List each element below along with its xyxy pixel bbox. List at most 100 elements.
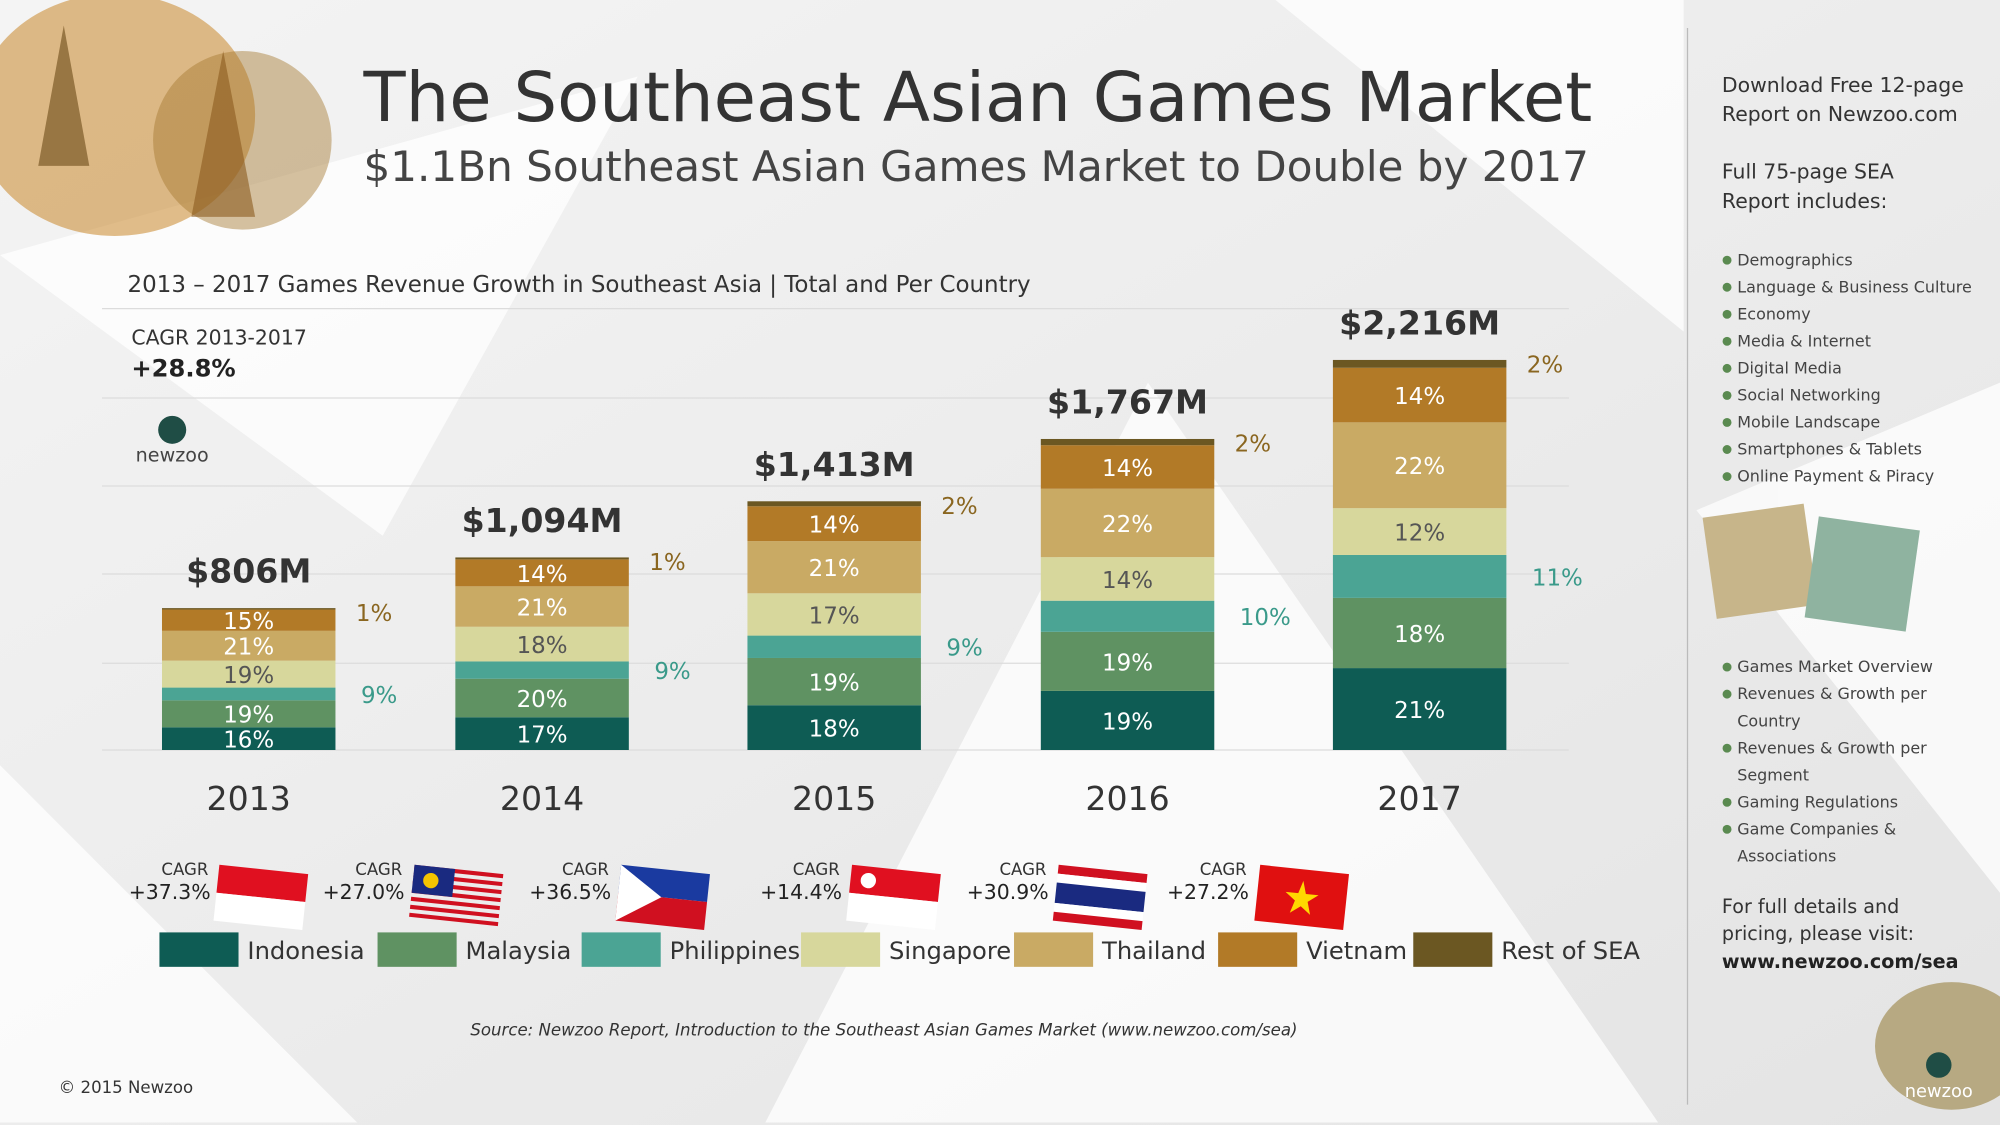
flag <box>409 864 504 927</box>
legend-label: Indonesia <box>247 937 364 965</box>
data-label: 22% <box>1394 454 1445 480</box>
bar-segment <box>1332 668 1507 750</box>
cagr-total: +28.8% <box>131 354 235 382</box>
bar-segment <box>747 506 921 542</box>
data-label: 2% <box>941 494 977 520</box>
total-label: $1,094M <box>462 501 623 540</box>
sidebar-item: Media & Internet <box>1737 331 1871 350</box>
bar-segment <box>1332 422 1507 509</box>
cagr-word: CAGR <box>793 860 840 879</box>
data-label: 19% <box>809 671 860 697</box>
bar-segment <box>161 700 336 728</box>
bullet <box>1722 417 1732 427</box>
bar-segment <box>455 626 629 662</box>
sidebar-item: Country <box>1737 711 1800 730</box>
data-label: 10% <box>1240 605 1291 631</box>
total-label: $2,216M <box>1339 303 1500 342</box>
sidebar-item: Game Companies & <box>1737 819 1896 838</box>
bullet <box>1722 445 1732 454</box>
bar-segment <box>455 559 629 587</box>
copyright: © 2015 Newzoo <box>59 1078 193 1097</box>
bar-segment <box>1332 508 1507 555</box>
flag <box>846 864 941 930</box>
bar-segment <box>161 727 336 750</box>
flag <box>1052 864 1148 930</box>
bar-segment <box>455 678 629 718</box>
legend-label: Thailand <box>1101 937 1206 965</box>
sidebar-item: Digital Media <box>1737 358 1842 377</box>
legend-swatch <box>377 932 457 967</box>
flag-part <box>1054 882 1146 913</box>
bar-segment <box>161 660 336 688</box>
flag-part <box>1057 864 1148 884</box>
sidebar-item: Demographics <box>1737 250 1853 269</box>
data-label: 21% <box>1394 698 1445 724</box>
data-label: 18% <box>809 717 860 743</box>
flag-part <box>1056 873 1147 892</box>
bar-segment <box>1040 445 1215 489</box>
data-label: 14% <box>1102 456 1153 482</box>
report-image <box>1702 503 1920 632</box>
bullet <box>1722 255 1732 265</box>
bar-segment <box>161 609 336 631</box>
sidebar-item: Segment <box>1737 765 1809 784</box>
splash <box>1875 982 2000 1110</box>
legend-swatch <box>1014 932 1094 967</box>
bar-segment <box>1332 597 1507 669</box>
legend-swatch <box>581 932 661 967</box>
data-label: 21% <box>809 556 860 582</box>
flag-part <box>409 904 500 919</box>
bar-segment <box>747 657 921 706</box>
sidebar-item: Economy <box>1737 304 1810 323</box>
sidebar-item: Revenues & Growth per <box>1737 738 1927 757</box>
data-label: 1% <box>356 601 392 627</box>
cagr-word: CAGR <box>562 860 609 879</box>
chart-title: 2013 – 2017 Games Revenue Growth in Sout… <box>128 272 1031 298</box>
sidebar-text: Report includes: <box>1722 189 1887 213</box>
cagr-value: +36.5% <box>529 880 611 904</box>
data-label: 14% <box>1102 568 1153 594</box>
bar-segment <box>455 717 629 750</box>
data-label: 22% <box>1102 512 1153 538</box>
bar-segment <box>1040 600 1215 632</box>
data-label: 20% <box>517 687 568 713</box>
cagr-word: CAGR <box>999 860 1046 879</box>
x-tick-label: 2016 <box>1085 779 1169 818</box>
total-label: $1,413M <box>754 445 915 484</box>
legend-label: Malaysia <box>466 937 572 965</box>
data-label: 2% <box>1527 353 1563 379</box>
flag-part <box>423 872 439 889</box>
data-label: 17% <box>809 603 860 629</box>
bullet <box>1722 797 1732 807</box>
legend-label: Philippines <box>670 937 800 965</box>
legend-label: Singapore <box>889 937 1011 965</box>
sidebar-item: Online Payment & Piracy <box>1737 467 1934 486</box>
bar-segment <box>455 557 629 560</box>
sidebar-item: Associations <box>1737 846 1836 865</box>
bullet <box>1722 689 1732 699</box>
flag-part <box>216 864 309 903</box>
logo-text: newzoo <box>1905 1081 1973 1102</box>
bar-segment <box>161 608 336 610</box>
flag-part <box>860 872 876 889</box>
sidebar-item: Games Market Overview <box>1737 657 1933 676</box>
legend-label: Rest of SEA <box>1501 937 1640 965</box>
legend-swatch <box>1218 932 1298 967</box>
data-label: 19% <box>1102 709 1153 735</box>
data-label: 9% <box>654 659 690 685</box>
bullet <box>1722 336 1732 346</box>
cagr-value: +14.4% <box>760 880 842 904</box>
data-label: 12% <box>1394 520 1445 546</box>
data-label: 9% <box>946 636 982 662</box>
flag <box>213 864 309 930</box>
data-label: 9% <box>361 683 397 709</box>
data-label: 18% <box>1394 622 1445 648</box>
data-label: 14% <box>809 513 860 539</box>
x-tick-label: 2013 <box>207 779 291 818</box>
legend-swatch <box>801 932 881 967</box>
flag-part <box>1052 911 1143 930</box>
sidebar-item: Mobile Landscape <box>1737 413 1880 432</box>
bullet <box>1722 743 1732 753</box>
legend-label: Vietnam <box>1306 937 1407 965</box>
data-label: 19% <box>223 663 274 689</box>
